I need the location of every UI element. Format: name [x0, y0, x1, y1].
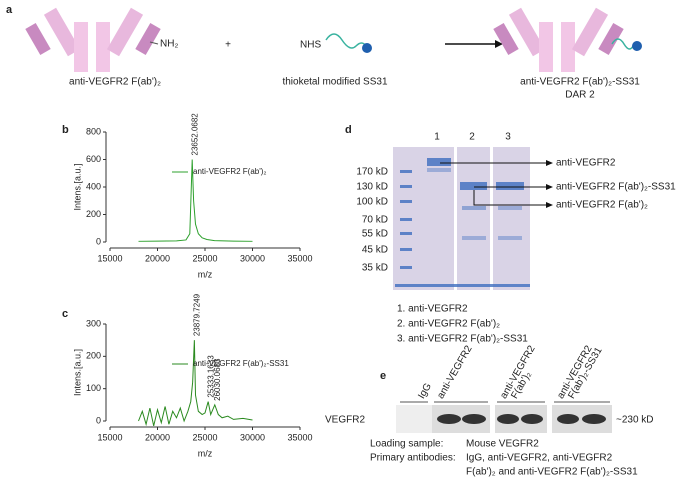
y-tick-label: 100: [86, 383, 101, 393]
y-tick-label: 200: [86, 209, 101, 219]
blot-column: anti-VEGFR2: [435, 343, 474, 400]
blot-row: VEGFR2: [325, 415, 365, 426]
arrow-label: anti-VEGFR2 F(ab')₂-SS31: [556, 182, 676, 193]
y-tick-label: 200: [86, 351, 101, 361]
scheme-label: anti-VEGFR2 F(ab')₂-SS31: [520, 77, 640, 88]
peak-label: 25333.1633: [206, 355, 215, 398]
panel-label: b: [62, 124, 69, 136]
gel-legend: 2. anti-VEGFR2 F(ab')₂: [397, 319, 500, 330]
nhs: NHS: [300, 40, 321, 51]
y-axis-label: Intens.[a.u.]: [72, 163, 82, 210]
marker-label: 35 kD: [362, 263, 388, 274]
y-tick-label: 800: [86, 126, 101, 136]
panel-label: a: [6, 4, 13, 16]
fab-left: [25, 7, 161, 72]
lane-label: 2: [469, 132, 475, 143]
lane-label: 3: [505, 132, 511, 143]
x-tick-label: 25000: [192, 253, 217, 263]
y-tick-label: 600: [86, 154, 101, 164]
y-tick-label: 0: [96, 236, 101, 246]
scheme-label: thioketal modified SS31: [282, 77, 388, 88]
ss31: [362, 43, 372, 53]
lane-label: 1: [434, 132, 440, 143]
blot-column: IgG: [416, 381, 434, 401]
spectrum: [138, 340, 253, 427]
y-tick-label: 300: [86, 318, 101, 328]
y-tick-label: 400: [86, 181, 101, 191]
gel-arrows: [440, 162, 546, 206]
panel-label: d: [345, 124, 352, 136]
spectrum: [138, 159, 253, 242]
marker-label: 170 kD: [356, 167, 388, 178]
linker: [325, 33, 367, 49]
y-axis-label: Intens.[a.u.]: [72, 349, 82, 396]
blot-note: F(ab')₂ and anti-VEGFR2 F(ab')₂-SS31: [466, 467, 638, 478]
x-tick-label: 20000: [145, 432, 170, 442]
x-axis-label: m/z: [198, 269, 213, 279]
x-tick-label: 15000: [97, 253, 122, 263]
x-tick-label: 35000: [287, 253, 312, 263]
legend-label: anti-VEGFR2 F(ab')₂: [193, 167, 267, 176]
x-tick-label: 30000: [240, 432, 265, 442]
blot-note: IgG, anti-VEGFR2, anti-VEGFR2: [466, 453, 613, 464]
blot-image: [396, 401, 612, 433]
gel-image: [393, 147, 530, 290]
panel-label: e: [380, 370, 386, 382]
x-axis-label: m/z: [198, 448, 213, 458]
arrow-label: anti-VEGFR2 F(ab')₂: [556, 200, 648, 211]
peak-label: 23652.0682: [190, 113, 199, 156]
x-tick-label: 35000: [287, 432, 312, 442]
plus: +: [225, 40, 231, 51]
x-tick-label: 25000: [192, 432, 217, 442]
blot-note: Mouse VEGFR2: [466, 439, 539, 450]
y-tick-label: 0: [96, 415, 101, 425]
x-tick-label: 15000: [97, 432, 122, 442]
marker-label: 55 kD: [362, 229, 388, 240]
scheme-label: anti-VEGFR2 F(ab')₂: [69, 77, 161, 88]
peak-label: 26030.0683: [213, 358, 222, 401]
x-tick-label: 20000: [145, 253, 170, 263]
amine: NH₂: [160, 39, 178, 50]
marker-label: 70 kD: [362, 215, 388, 226]
x-tick-label: 30000: [240, 253, 265, 263]
panel-label: c: [62, 308, 68, 320]
marker-label: 130 kD: [356, 182, 388, 193]
gel-legend: 1. anti-VEGFR2: [397, 304, 468, 315]
gel-legend: 3. anti-VEGFR2 F(ab')₂-SS31: [397, 334, 528, 345]
marker-label: 100 kD: [356, 197, 388, 208]
blot-size: ~230 kD: [616, 415, 654, 426]
legend-label: anti-VEGFR2 F(ab')₂-SS31: [193, 359, 289, 368]
marker-label: 45 kD: [362, 245, 388, 256]
scheme-label: DAR 2: [565, 90, 595, 101]
fab-right: [493, 7, 642, 72]
peak-label: 23879.7249: [192, 293, 201, 336]
blot-note: Loading sample:: [370, 439, 443, 450]
blot-note: Primary antibodies:: [370, 453, 456, 464]
arrow-label: anti-VEGFR2: [556, 158, 616, 169]
